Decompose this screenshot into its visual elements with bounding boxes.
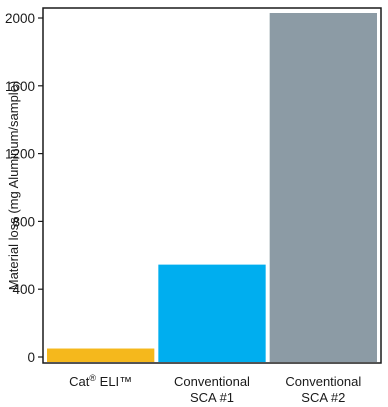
y-tick-label: 400	[12, 282, 35, 297]
plot-frame	[42, 7, 382, 364]
y-tick-label: 2000	[5, 11, 35, 26]
plot-border	[42, 7, 382, 364]
y-tick-label: 1200	[5, 147, 35, 162]
bar-3	[269, 13, 377, 362]
y-tick-label: 800	[12, 214, 35, 229]
y-tick-label: 0	[27, 350, 35, 365]
x-category-label: Cat® ELI™	[69, 373, 132, 389]
x-category-label: Conventional SCA #2	[285, 374, 361, 405]
y-axis-ticks: 0 400 800 1200 1600 2000	[5, 11, 43, 365]
y-tick-label: 1600	[5, 79, 35, 94]
bar-1	[47, 348, 155, 362]
bar-2	[158, 264, 266, 362]
x-category-label: Conventional SCA #1	[174, 374, 250, 405]
x-axis-labels: Cat® ELI™ Conventional SCA #1 Conventional S…	[69, 373, 361, 405]
y-axis-label: Material loss (mg Aluminum/sample)	[6, 81, 21, 291]
bars-group	[47, 13, 377, 362]
